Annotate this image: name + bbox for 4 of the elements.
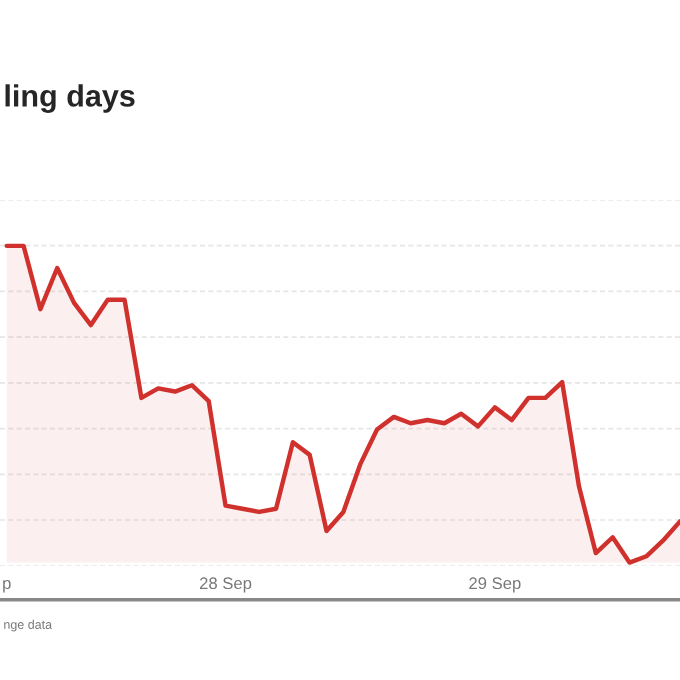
x-tick-label: 29 Sep <box>469 577 521 593</box>
x-tick-label: 28 Sep <box>199 577 252 593</box>
x-tick-label: p <box>3 579 11 593</box>
chart-title: ling days <box>5 84 135 113</box>
